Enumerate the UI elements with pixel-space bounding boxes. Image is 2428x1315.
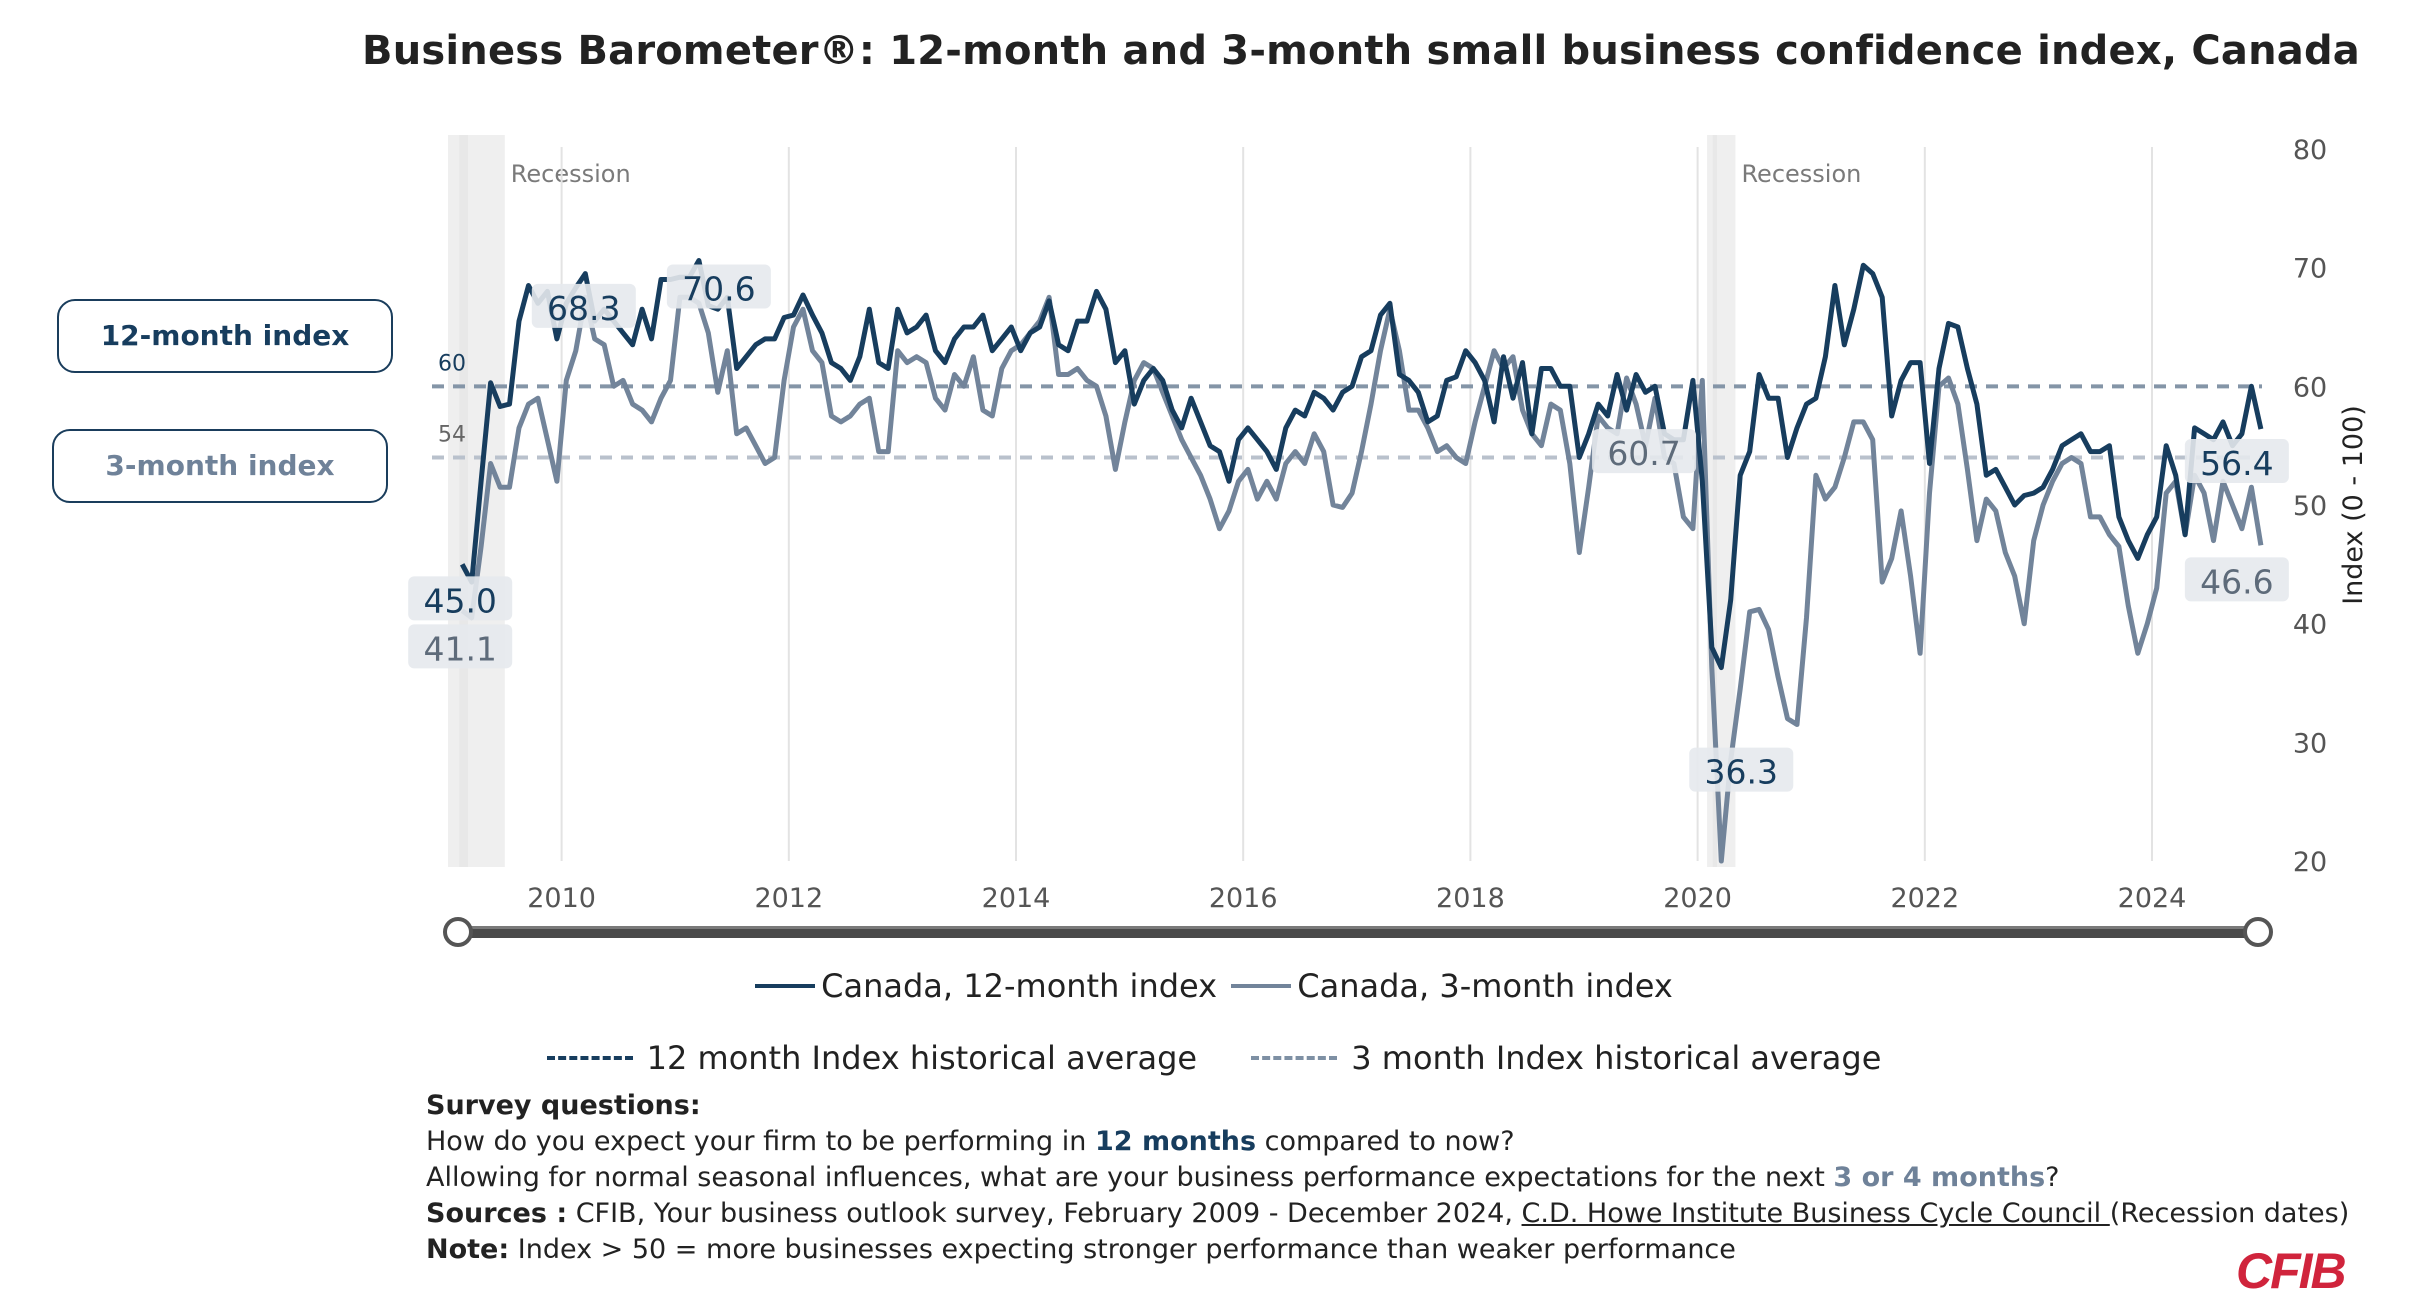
- data-label-box: [1689, 747, 1794, 792]
- slider-end-handle[interactable]: [2243, 917, 2273, 947]
- q2-highlight: 3 or 4 months: [1833, 1162, 2046, 1193]
- data-label: 41.1: [423, 629, 496, 668]
- q2-text-before: Allowing for normal seasonal influences,…: [426, 1162, 1834, 1193]
- x-tick-label: 2016: [1209, 883, 1278, 914]
- sources-text: CFIB, Your business outlook survey, Febr…: [567, 1198, 1522, 1229]
- y-tick-label: 30: [2293, 728, 2327, 759]
- y-tick-label: 80: [2293, 135, 2327, 166]
- average-legend: 12 month Index historical average 3 mont…: [0, 1030, 2428, 1077]
- survey-question-3-month: Allowing for normal seasonal influences,…: [426, 1160, 2349, 1196]
- series-legend: Canada, 12-month index Canada, 3-month i…: [0, 958, 2428, 1005]
- recession-label: Recession: [1741, 160, 1861, 188]
- q2-text-after: ?: [2045, 1162, 2060, 1193]
- data-label: 36.3: [1705, 753, 1778, 792]
- legend-label-3-month: Canada, 3-month index: [1297, 967, 1673, 1005]
- slider-track-highlight: [458, 926, 2258, 929]
- y-axis-label: Index (0 - 100): [2338, 405, 2369, 605]
- survey-question-12-month: How do you expect your firm to be perfor…: [426, 1124, 2349, 1160]
- data-label: 46.6: [2200, 562, 2273, 601]
- x-tick-label: 2010: [527, 883, 596, 914]
- legend-swatch-12-month: [755, 984, 816, 988]
- x-tick-label: 2020: [1663, 883, 1732, 914]
- data-label: 60.7: [1607, 434, 1680, 473]
- x-tick-label: 2014: [982, 883, 1051, 914]
- q1-text-before: How do you expect your firm to be perfor…: [426, 1126, 1095, 1157]
- y-tick-label: 70: [2293, 254, 2327, 285]
- legend-dash-12-month-average: [546, 1056, 633, 1060]
- data-label: 45.0: [423, 581, 496, 620]
- chart-title: Business Barometer®: 12-month and 3-mont…: [362, 28, 2360, 74]
- data-label-box: [408, 624, 513, 669]
- three-month-index-button[interactable]: 3-month index: [52, 429, 388, 503]
- avg-label-3-month: 54: [438, 423, 466, 448]
- cd-howe-link[interactable]: C.D. Howe Institute Business Cycle Counc…: [1521, 1198, 2110, 1229]
- data-label-box: [408, 576, 513, 621]
- note-label: Note:: [426, 1234, 510, 1265]
- data-label: 56.4: [2200, 444, 2273, 483]
- line-chart: Recession Recession 60 54 45.0 41.1 68.3 70.6…: [408, 135, 2369, 947]
- legend-dash-3-month-average: [1251, 1056, 1338, 1060]
- x-tick-label: 2022: [1890, 883, 1959, 914]
- avg-label-12-month: 60: [438, 351, 466, 376]
- cfib-logo: CFIB: [2236, 1243, 2347, 1299]
- y-tick-label: 40: [2293, 610, 2327, 641]
- series-line-3-month[interactable]: [460, 294, 2264, 864]
- survey-heading: Survey questions:: [426, 1090, 701, 1121]
- y-tick-label: 20: [2293, 847, 2327, 878]
- legend-label-12-month: Canada, 12-month index: [821, 967, 1218, 1005]
- data-label-box: [2184, 557, 2289, 602]
- legend-swatch-3-month: [1231, 984, 1292, 988]
- legend-label-12-month-average: 12 month Index historical average: [646, 1039, 1198, 1077]
- data-label-box: [1592, 429, 1697, 474]
- y-tick-label: 60: [2293, 372, 2327, 403]
- x-tick-label: 2024: [2118, 883, 2187, 914]
- q1-text-after: compared to now?: [1256, 1126, 1515, 1157]
- legend-item-12-month-average[interactable]: 12 month Index historical average: [546, 1039, 1198, 1077]
- note-line: Note: Index > 50 = more businesses expec…: [426, 1232, 2349, 1268]
- recession-label: Recession: [511, 160, 631, 188]
- legend-item-3-month-average[interactable]: 3 month Index historical average: [1251, 1039, 1881, 1077]
- sources-label: Sources :: [426, 1198, 568, 1229]
- recession-band-shade: [459, 135, 468, 867]
- chart-notes: Survey questions: How do you expect your…: [426, 1088, 2349, 1268]
- note-text: Index > 50 = more businesses expecting s…: [509, 1234, 1736, 1265]
- legend-label-3-month-average: 3 month Index historical average: [1351, 1039, 1882, 1077]
- sources-after: (Recession dates): [2109, 1198, 2350, 1229]
- data-label: 70.6: [682, 270, 755, 309]
- twelve-month-index-button[interactable]: 12-month index: [57, 299, 393, 373]
- series-line-12-month[interactable]: [459, 258, 2264, 671]
- data-label: 68.3: [547, 289, 620, 328]
- x-tick-label: 2018: [1436, 883, 1505, 914]
- data-label-box: [2184, 439, 2289, 484]
- legend-item-3-month[interactable]: Canada, 3-month index: [1231, 967, 1673, 1005]
- data-label-box: [531, 283, 636, 328]
- data-label-box: [666, 264, 771, 309]
- y-tick-label: 50: [2293, 491, 2327, 522]
- legend-item-12-month[interactable]: Canada, 12-month index: [755, 967, 1217, 1005]
- slider-start-handle[interactable]: [443, 917, 473, 947]
- recession-band-shade: [1712, 135, 1718, 867]
- date-range-slider[interactable]: [443, 917, 2273, 947]
- q1-highlight: 12 months: [1094, 1126, 1257, 1157]
- sources-line: Sources : CFIB, Your business outlook su…: [426, 1196, 2349, 1232]
- x-tick-label: 2012: [754, 883, 823, 914]
- recession-band: [448, 135, 505, 867]
